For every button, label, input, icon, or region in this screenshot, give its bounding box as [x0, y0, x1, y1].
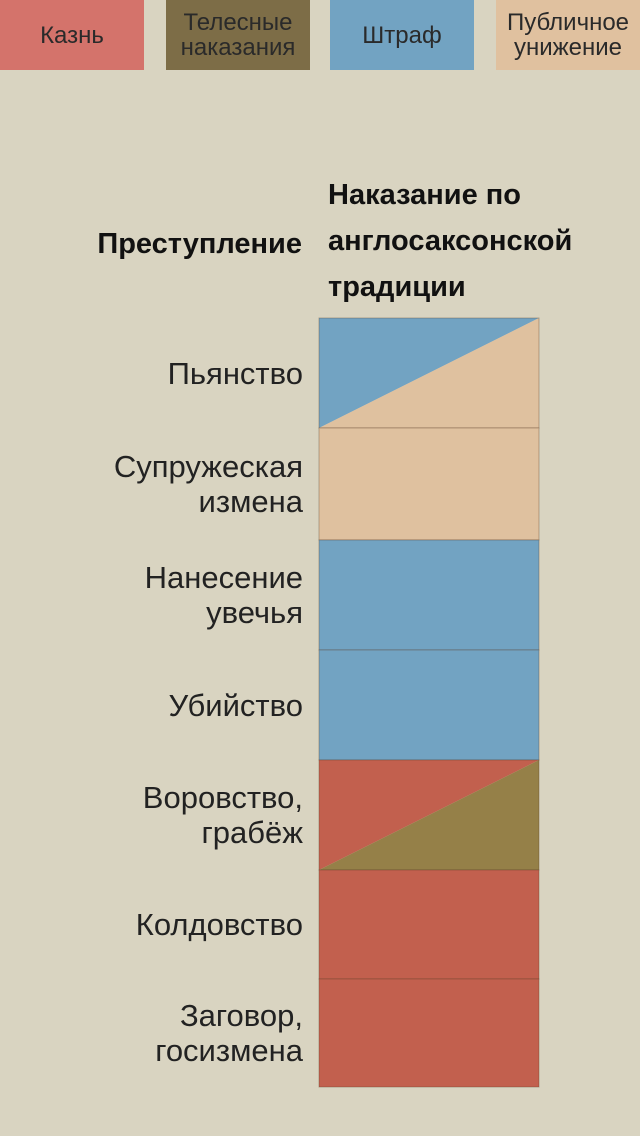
row-5-label-text: Воровство, грабёж — [142, 780, 303, 850]
row-1-label-text: Пьянство — [167, 355, 303, 391]
legend-label-execution: Казнь — [40, 21, 104, 49]
row-7-label-text: Заговор, госизмена — [155, 998, 303, 1068]
crime-column-header: Преступление — [97, 228, 302, 260]
row-7-cell — [318, 978, 540, 1088]
legend-label-fine: Штраф — [362, 21, 442, 49]
row-5-label: Воровство, грабёж — [0, 760, 303, 870]
row-2-label: Супружеская измена — [0, 428, 303, 540]
legend-item-humiliation[interactable]: Публичное унижение — [496, 0, 640, 70]
row-4-cell — [318, 649, 540, 761]
punishment-column-header: Наказание по англосаксонской традиции — [328, 179, 573, 303]
row-6-label-text: Колдовство — [135, 907, 303, 942]
row-4-label: Убийство — [0, 650, 303, 760]
row-2-label-text: Супружеская измена — [113, 449, 303, 519]
legend-item-fine[interactable]: Штраф — [330, 0, 474, 70]
row-1-label: Пьянство — [0, 318, 303, 428]
row-4-label-text: Убийство — [168, 687, 303, 723]
row-6-label: Колдовство — [0, 870, 303, 979]
row-3-cell — [318, 539, 540, 651]
legend: Казнь Телесные наказания Штраф Публичное… — [0, 0, 640, 72]
legend-item-corporal[interactable]: Телесные наказания — [166, 0, 310, 70]
legend-label-humiliation: Публичное унижение — [506, 9, 630, 61]
row-3-label-text: Нанесение увечья — [144, 560, 303, 630]
row-2-cell — [318, 427, 540, 541]
row-6-cell — [318, 869, 540, 980]
legend-label-corporal: Телесные наказания — [180, 9, 296, 61]
legend-item-execution[interactable]: Казнь — [0, 0, 144, 70]
row-5-cell-lower — [319, 760, 539, 870]
row-1-cell-lower — [319, 318, 539, 428]
row-7-label: Заговор, госизмена — [0, 979, 303, 1087]
row-3-label: Нанесение увечья — [0, 540, 303, 650]
